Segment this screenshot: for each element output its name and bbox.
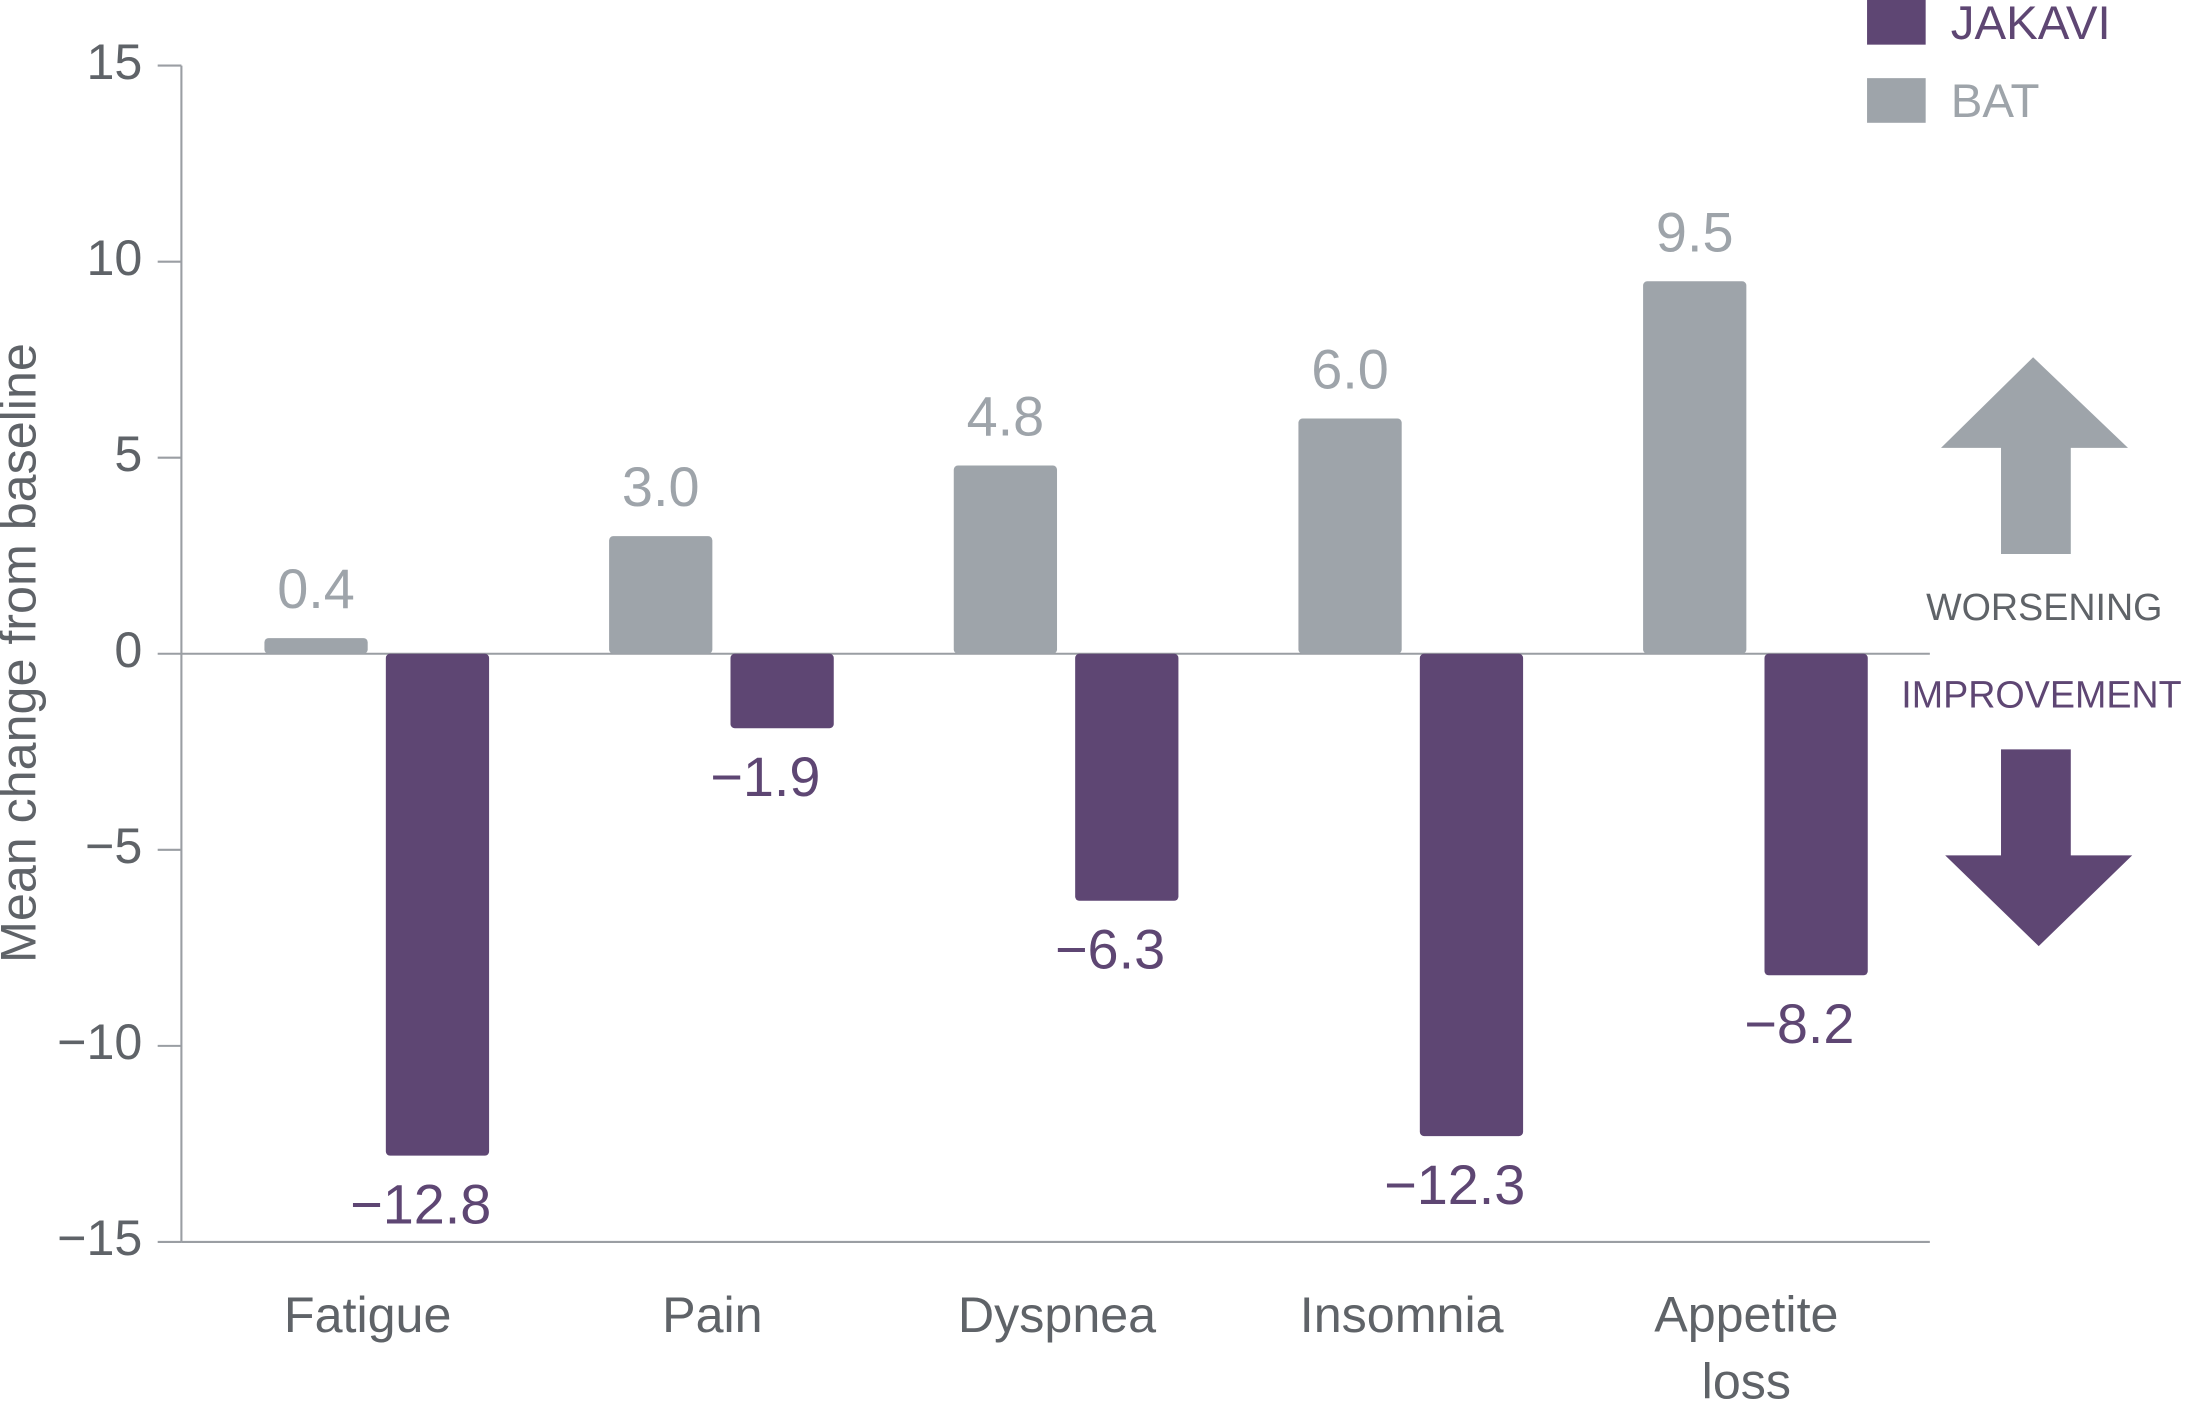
- y-tick-label: 10: [86, 230, 142, 286]
- bar: [385, 653, 490, 1156]
- bar: [1419, 653, 1524, 1137]
- legend-label: JAKAVI: [1951, 0, 2111, 50]
- worsening-label: WORSENING: [1926, 586, 2162, 628]
- legend-swatch: [1867, 78, 1926, 123]
- value-label: 9.5: [1656, 200, 1734, 263]
- x-tick-label: Fatigue: [284, 1287, 452, 1343]
- y-tick-label: −15: [57, 1210, 142, 1266]
- y-tick-label: −5: [85, 818, 142, 874]
- y-tick-label: −10: [57, 1014, 142, 1070]
- legend-label: BAT: [1951, 75, 2040, 128]
- improvement-arrow: [1945, 749, 2133, 947]
- y-tick-label: 5: [114, 426, 142, 482]
- y-tick-label: 0: [114, 622, 142, 678]
- x-tick-label: Pain: [662, 1287, 763, 1343]
- worsening-arrow: [1941, 357, 2128, 554]
- y-tick-label: 15: [86, 34, 142, 90]
- value-label: −1.9: [710, 745, 820, 808]
- value-label: −6.3: [1055, 918, 1165, 981]
- bar: [609, 536, 713, 654]
- x-tick-label: Insomnia: [1300, 1287, 1504, 1343]
- value-label: 6.0: [1311, 338, 1389, 401]
- x-tick-label: Appetite loss: [1654, 1287, 1838, 1408]
- value-label: −12.3: [1384, 1153, 1525, 1216]
- value-label: 4.8: [967, 385, 1045, 448]
- bar: [264, 638, 368, 654]
- x-tick-label: Dyspnea: [958, 1287, 1156, 1343]
- bar: [1764, 653, 1868, 976]
- bar: [1643, 281, 1747, 654]
- bar: [730, 653, 834, 729]
- value-label: 0.4: [277, 557, 355, 620]
- value-label: 3.0: [622, 455, 700, 518]
- improvement-label: IMPROVEMENT: [1901, 674, 2181, 716]
- bar: [1298, 418, 1402, 654]
- value-label: −12.8: [350, 1172, 491, 1235]
- bar: [953, 465, 1058, 654]
- y-axis-label: Mean change from baseline: [0, 343, 47, 963]
- legend-swatch: [1867, 0, 1926, 45]
- bar: [1075, 653, 1179, 901]
- value-label: −8.2: [1744, 992, 1854, 1055]
